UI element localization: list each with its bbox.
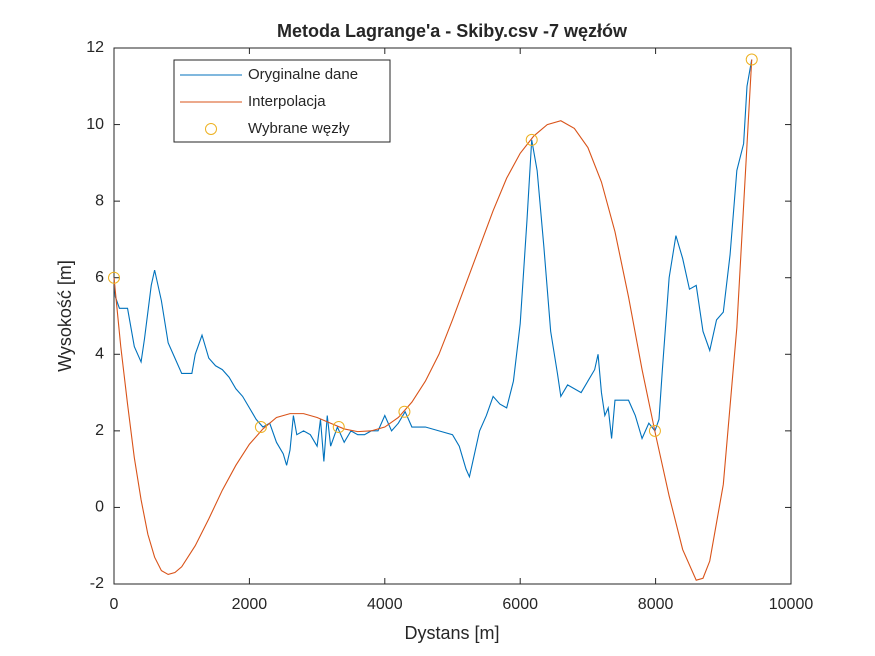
y-tick-label: 12 — [86, 39, 104, 56]
series-line — [113, 59, 753, 581]
y-tick-label: 4 — [95, 346, 104, 363]
legend-label: Interpolacja — [248, 93, 326, 110]
chart-title: Metoda Lagrange'a - Skiby.csv -7 węzłów — [277, 21, 628, 41]
y-tick-label: 0 — [95, 499, 104, 516]
y-tick-label: 2 — [95, 422, 104, 439]
node-marker — [648, 424, 661, 437]
legend-label: Wybrane węzły — [248, 120, 350, 137]
x-axis-label: Dystans [m] — [404, 623, 499, 643]
x-tick-label: 8000 — [638, 596, 674, 613]
legend-marker — [205, 123, 217, 135]
node-marker — [254, 421, 267, 434]
y-tick-label: 10 — [86, 116, 104, 133]
node-marker — [525, 133, 538, 146]
legend-box — [173, 59, 391, 143]
node-marker — [108, 271, 120, 284]
x-tick-label: 6000 — [502, 596, 538, 613]
y-tick-label: 8 — [95, 192, 104, 209]
x-tick-label: 4000 — [367, 596, 403, 613]
y-axis-label: Wysokość [m] — [55, 260, 75, 372]
legend-label: Oryginalne dane — [248, 66, 358, 83]
node-marker — [332, 421, 345, 434]
x-tick-label: 0 — [110, 596, 119, 613]
x-tick-label: 2000 — [232, 596, 268, 613]
y-tick-label: -2 — [90, 575, 104, 592]
node-marker — [398, 405, 411, 418]
node-marker — [745, 53, 758, 66]
y-tick-label: 6 — [95, 269, 104, 286]
series-line — [113, 59, 753, 479]
x-tick-label: 10000 — [769, 596, 814, 613]
